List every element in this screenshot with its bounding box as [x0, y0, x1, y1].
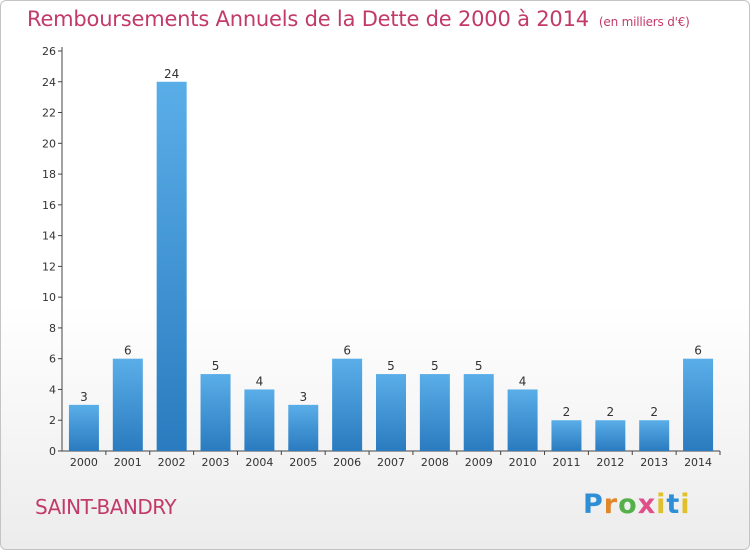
y-tick-label: 26	[42, 45, 56, 58]
bar-value-label: 2	[563, 405, 571, 419]
y-tick-label: 22	[42, 107, 56, 120]
bar	[419, 374, 450, 451]
chart-unit: (en milliers d'€)	[598, 15, 690, 29]
chart-title-text: Remboursements Annuels de la Dette de 20…	[27, 7, 589, 31]
proxiti-logo: Proxiti	[583, 489, 691, 520]
x-tick-label: 2013	[640, 456, 668, 469]
bar	[156, 81, 187, 452]
commune-name: SAINT-BANDRY	[35, 495, 177, 519]
bar-value-label: 6	[694, 344, 702, 358]
bar-value-label: 3	[299, 390, 307, 404]
bar	[376, 374, 406, 451]
bar	[683, 358, 714, 451]
x-tick-label: 2002	[158, 456, 186, 469]
x-tick-label: 2004	[245, 456, 273, 469]
bar	[200, 374, 231, 451]
bar	[595, 420, 626, 451]
bar	[112, 358, 143, 451]
logo-letter-t: t	[666, 489, 681, 520]
chart-title: Remboursements Annuels de la Dette de 20…	[27, 7, 690, 31]
logo-letter-r: r	[603, 489, 619, 520]
bar	[332, 358, 363, 451]
bar	[68, 404, 99, 451]
y-tick-label: 24	[42, 76, 56, 89]
logo-letter-p: P	[583, 489, 604, 520]
bar	[551, 420, 582, 451]
y-tick-label: 8	[49, 322, 56, 335]
y-tick-label: 6	[49, 353, 56, 366]
y-tick-label: 16	[42, 199, 56, 212]
bar	[244, 389, 275, 451]
chart-labels: 2000320016200224200352004420053200662007…	[70, 67, 712, 469]
y-tick-label: 10	[42, 291, 56, 304]
logo-letter-i: i	[656, 489, 667, 520]
bar-value-label: 5	[431, 359, 439, 373]
y-tick-label: 12	[42, 260, 56, 273]
y-tick-label: 14	[42, 230, 56, 243]
x-tick-label: 2006	[333, 456, 361, 469]
x-tick-label: 2001	[114, 456, 142, 469]
bar-value-label: 2	[607, 405, 615, 419]
logo-letter-o: o	[618, 489, 638, 520]
x-tick-label: 2012	[596, 456, 624, 469]
bar-value-label: 5	[212, 359, 220, 373]
y-tick-label: 20	[42, 137, 56, 150]
x-tick-label: 2000	[70, 456, 98, 469]
bar-value-label: 6	[343, 344, 351, 358]
x-tick-label: 2007	[377, 456, 405, 469]
chart-bars	[68, 81, 714, 452]
x-tick-label: 2010	[509, 456, 537, 469]
bar-value-label: 3	[80, 390, 88, 404]
x-tick-label: 2003	[202, 456, 230, 469]
logo-letter-i2: i	[680, 489, 691, 520]
logo-letter-x: x	[637, 489, 657, 520]
bar	[463, 374, 494, 451]
bar-value-label: 2	[650, 405, 658, 419]
y-tick-label: 0	[49, 445, 56, 458]
x-tick-label: 2009	[465, 456, 493, 469]
y-tick-label: 18	[42, 168, 56, 181]
y-tick-label: 2	[49, 414, 56, 427]
bar-value-label: 6	[124, 344, 132, 358]
bar	[288, 404, 319, 451]
y-tick-label: 4	[49, 383, 56, 396]
bar-value-label: 4	[256, 374, 264, 388]
x-tick-label: 2005	[289, 456, 317, 469]
bar-value-label: 5	[475, 359, 483, 373]
x-tick-label: 2011	[552, 456, 580, 469]
bar-value-label: 24	[164, 67, 179, 81]
bar	[507, 389, 538, 451]
x-tick-label: 2014	[684, 456, 712, 469]
bar-value-label: 4	[519, 374, 527, 388]
bar-value-label: 5	[387, 359, 395, 373]
bar	[639, 420, 670, 451]
x-tick-label: 2008	[421, 456, 449, 469]
